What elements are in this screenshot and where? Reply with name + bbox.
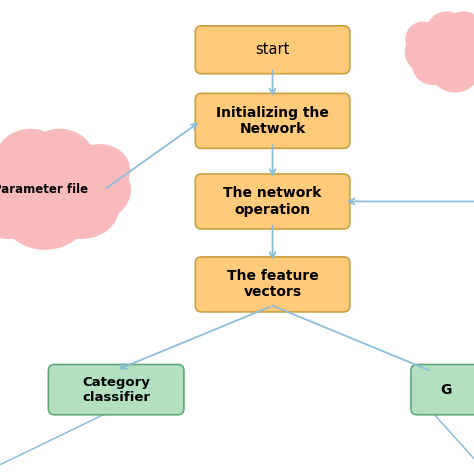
Ellipse shape bbox=[37, 142, 114, 209]
Ellipse shape bbox=[60, 159, 130, 220]
Ellipse shape bbox=[470, 22, 474, 56]
FancyBboxPatch shape bbox=[195, 174, 350, 229]
Ellipse shape bbox=[415, 20, 459, 65]
Ellipse shape bbox=[431, 51, 474, 92]
Ellipse shape bbox=[26, 129, 93, 188]
Text: G: G bbox=[440, 383, 451, 397]
Ellipse shape bbox=[45, 177, 118, 238]
Text: Parameter file: Parameter file bbox=[0, 183, 88, 196]
Ellipse shape bbox=[412, 44, 455, 84]
Ellipse shape bbox=[0, 144, 98, 236]
Ellipse shape bbox=[0, 142, 52, 209]
FancyBboxPatch shape bbox=[411, 365, 474, 415]
Ellipse shape bbox=[71, 145, 129, 196]
Ellipse shape bbox=[455, 44, 474, 84]
Ellipse shape bbox=[424, 21, 474, 83]
Ellipse shape bbox=[0, 177, 45, 238]
Text: start: start bbox=[255, 42, 290, 57]
Ellipse shape bbox=[5, 188, 85, 249]
FancyBboxPatch shape bbox=[48, 365, 184, 415]
Ellipse shape bbox=[0, 145, 19, 196]
Ellipse shape bbox=[406, 22, 440, 56]
Ellipse shape bbox=[444, 12, 474, 51]
Text: The feature
vectors: The feature vectors bbox=[227, 269, 319, 300]
Ellipse shape bbox=[464, 32, 474, 73]
Text: Initializing the
Network: Initializing the Network bbox=[216, 106, 329, 136]
Ellipse shape bbox=[0, 129, 64, 188]
Ellipse shape bbox=[451, 20, 474, 65]
Text: Category
classifier: Category classifier bbox=[82, 375, 150, 404]
Ellipse shape bbox=[427, 12, 466, 51]
FancyBboxPatch shape bbox=[195, 257, 350, 312]
Ellipse shape bbox=[406, 32, 447, 73]
Ellipse shape bbox=[0, 159, 30, 220]
Text: The network
operation: The network operation bbox=[223, 186, 322, 217]
FancyBboxPatch shape bbox=[195, 26, 350, 74]
FancyBboxPatch shape bbox=[195, 93, 350, 148]
